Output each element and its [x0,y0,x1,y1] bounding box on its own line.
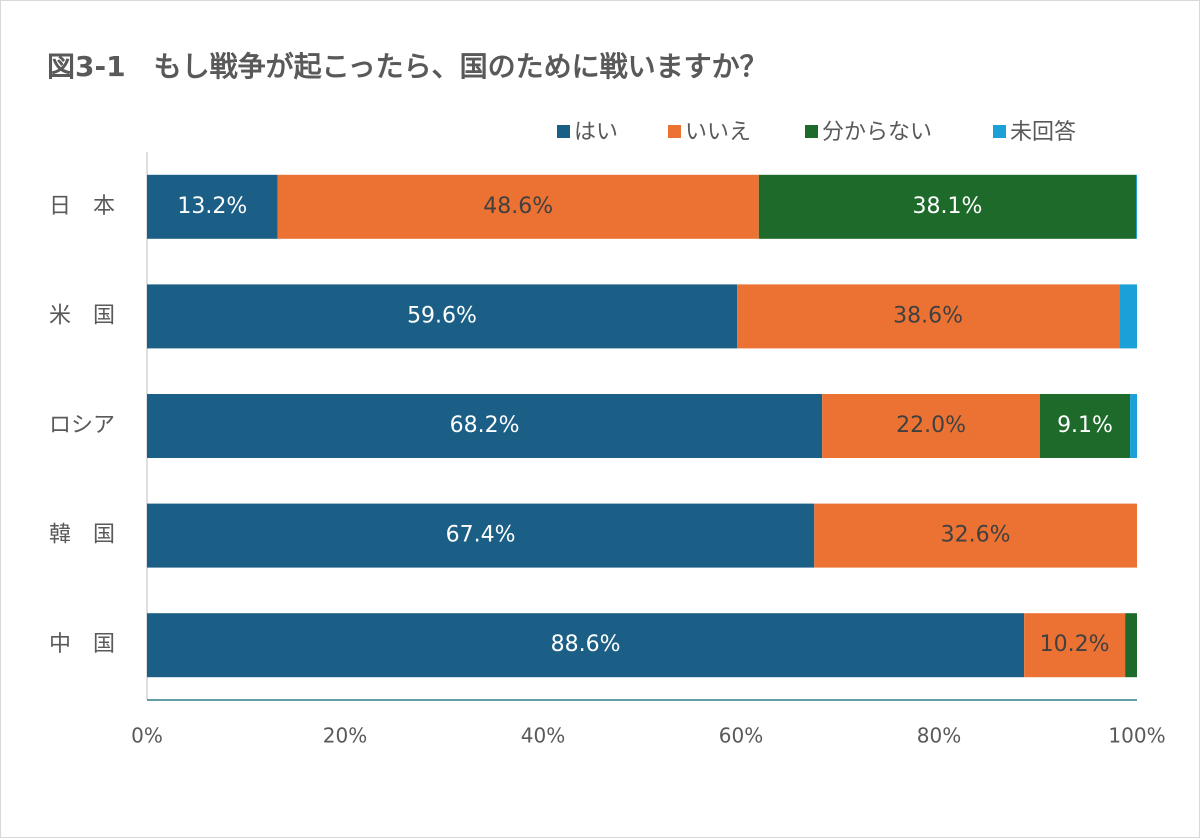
data-label: 10.2% [1040,632,1110,657]
data-label: 22.0% [896,413,966,438]
data-label: 88.6% [551,632,621,657]
bar-segment [147,394,823,458]
y-tick-label: 日 本 [49,194,115,219]
bar-segment [277,174,759,239]
legend-swatch [805,125,818,138]
bar-segment [1136,174,1137,239]
data-label: 67.4% [446,523,516,548]
data-label: 9.1% [1057,413,1113,438]
y-tick-label: ロシア [49,413,115,438]
x-tick-label: 60% [719,724,763,748]
legend-label: 分からない [822,120,932,145]
bar-segment [147,174,278,239]
bar-segment [814,503,1137,568]
data-label: 59.6% [407,303,477,328]
data-label: 68.2% [450,413,520,438]
data-label: 32.6% [941,523,1011,548]
y-tick-label: 中 国 [49,632,115,657]
x-tick-label: 0% [131,724,163,748]
x-tick-label: 20% [323,724,367,748]
bar-segment [1024,613,1126,678]
legend-swatch [993,125,1006,138]
chart-title: 図3-1 もし戦争が起こったら、国のために戦いますか？ [47,50,768,83]
legend-label: 未回答 [1010,120,1076,145]
legend-label: いいえ [685,120,751,145]
x-tick-label: 80% [917,724,961,748]
legend-label: はい [574,120,618,145]
data-label: 38.1% [912,194,982,219]
y-tick-label: 米 国 [49,303,115,328]
bar-segment [758,174,1137,239]
bar-segment [1039,394,1131,458]
bar-segment [822,394,1040,458]
bar-segment [737,284,1120,349]
legend-swatch [668,125,681,138]
data-label: 48.6% [483,194,553,219]
bar-segment [1130,394,1137,458]
legend-swatch [557,125,570,138]
data-label: 38.6% [893,303,963,328]
bar-segment [1119,284,1137,349]
bar-segment [1125,613,1137,678]
data-label: 13.2% [177,194,247,219]
y-tick-label: 韓 国 [49,523,115,548]
bar-segment [147,613,1025,678]
x-tick-label: 40% [521,724,565,748]
bar-segment [147,503,815,568]
bar-segment [147,284,738,349]
x-tick-label: 100% [1108,724,1165,748]
